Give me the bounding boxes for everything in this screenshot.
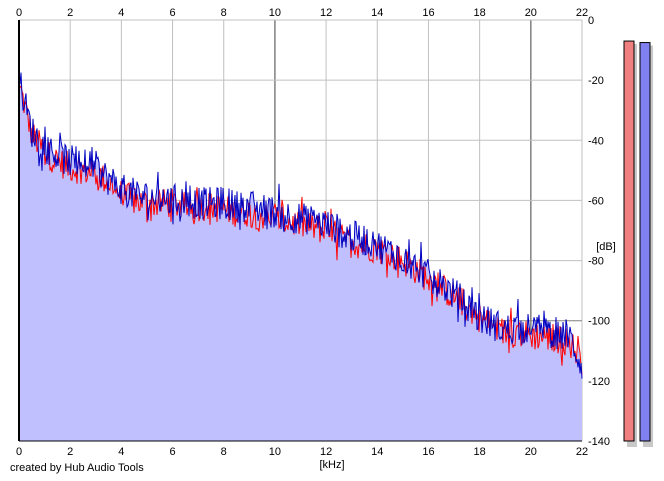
x-tick-label-top: 12 xyxy=(320,7,332,19)
x-tick-label-bottom: 16 xyxy=(422,446,434,458)
y-tick-labels: 0 -20 -40 -60 -80 -100 -120 -140 xyxy=(588,15,610,448)
y-tick-label: -140 xyxy=(588,436,610,448)
x-tick-label-top: 8 xyxy=(221,7,227,19)
x-tick-label-top: 14 xyxy=(371,7,383,19)
x-tick-label-bottom: 12 xyxy=(320,446,332,458)
y-axis-label: [dB] xyxy=(596,241,616,253)
y-tick-label: -80 xyxy=(588,256,604,268)
x-tick-label-bottom: 0 xyxy=(16,446,22,458)
y-tick-label: -100 xyxy=(588,316,610,328)
x-tick-label-top: 0 xyxy=(16,7,22,19)
level-meters xyxy=(623,40,653,448)
x-tick-label-top: 2 xyxy=(67,7,73,19)
x-tick-label-bottom: 14 xyxy=(371,446,383,458)
x-tick-labels-top: 0 2 4 6 8 10 12 14 16 18 20 22 xyxy=(16,7,588,19)
spectrum-fill-area xyxy=(19,72,582,441)
y-tick-label: -60 xyxy=(588,195,604,207)
credit-text: created by Hub Audio Tools xyxy=(10,462,144,474)
x-tick-label-bottom: 2 xyxy=(67,446,73,458)
series-line-blue xyxy=(18,72,583,379)
x-tick-labels-bottom: 0 2 4 6 8 10 12 14 16 18 20 22 xyxy=(16,446,588,458)
x-tick-label-top: 18 xyxy=(474,7,486,19)
y-tick-label: -20 xyxy=(588,75,604,87)
series-lines xyxy=(18,72,583,379)
x-tick-label-top: 4 xyxy=(118,7,124,19)
x-tick-label-bottom: 18 xyxy=(474,446,486,458)
x-tick-label-top: 6 xyxy=(169,7,175,19)
y-tick-label: -120 xyxy=(588,376,610,388)
x-tick-label-top: 10 xyxy=(269,7,281,19)
y-tick-label: -40 xyxy=(588,135,604,147)
x-tick-label-bottom: 8 xyxy=(221,446,227,458)
x-tick-label-top: 16 xyxy=(422,7,434,19)
x-tick-label-bottom: 22 xyxy=(576,446,588,458)
level-meter-right xyxy=(639,42,651,442)
x-tick-label-top: 20 xyxy=(525,7,537,19)
y-tick-label: 0 xyxy=(588,15,594,27)
x-tick-label-bottom: 10 xyxy=(269,446,281,458)
x-axis-label: [kHz] xyxy=(319,459,344,471)
level-meter-left xyxy=(623,40,635,442)
x-tick-label-top: 22 xyxy=(576,7,588,19)
x-tick-label-bottom: 20 xyxy=(525,446,537,458)
x-tick-label-bottom: 6 xyxy=(169,446,175,458)
x-tick-label-bottom: 4 xyxy=(118,446,124,458)
